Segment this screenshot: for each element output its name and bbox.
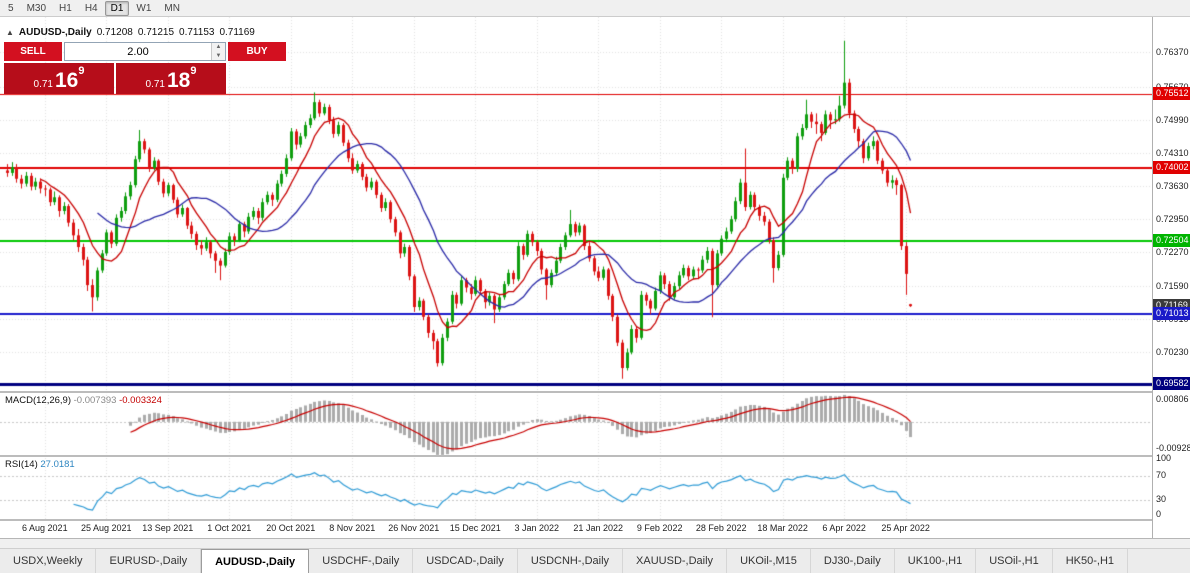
date-tick: 15 Dec 2021	[449, 523, 501, 533]
volume-input[interactable]	[65, 43, 211, 60]
tab-usdchf-daily[interactable]: USDCHF-,Daily	[309, 549, 414, 573]
rsi-name: RSI(14)	[5, 459, 38, 470]
tab-dj30-daily[interactable]: DJ30-,Daily	[810, 549, 895, 573]
date-tick: 28 Feb 2022	[695, 523, 747, 533]
date-tick: 8 Nov 2021	[329, 523, 376, 533]
tab-ukoil-m15[interactable]: UKOil-,M15	[727, 549, 811, 573]
chart-canvas[interactable]	[0, 17, 1152, 538]
volume-box: ▲ ▼	[64, 42, 226, 61]
price-tick: 0.74310	[1156, 147, 1189, 158]
date-tick: 9 Feb 2022	[636, 523, 683, 533]
tab-hk50-h1[interactable]: HK50-,H1	[1052, 549, 1128, 573]
timeframe-button-mn[interactable]: MN	[164, 2, 180, 14]
date-tick: 6 Aug 2021	[22, 523, 68, 533]
date-tick: 1 Oct 2021	[207, 523, 252, 533]
date-tick: 6 Apr 2022	[822, 523, 866, 533]
tab-uk100-h1[interactable]: UK100-,H1	[894, 549, 977, 573]
rsi-axis-30: 30	[1156, 494, 1167, 504]
buy-price-pips: 18	[166, 69, 191, 92]
volume-down-button[interactable]: ▼	[212, 51, 225, 60]
volume-spinner: ▲ ▼	[211, 43, 225, 60]
timeframe-button-w1[interactable]: W1	[136, 2, 152, 14]
date-tick: 26 Nov 2021	[388, 523, 440, 533]
high-value: 0.71215	[137, 27, 175, 38]
buy-price-point: 9	[190, 65, 197, 77]
macd-axis-top: 0.00806	[1156, 394, 1189, 404]
level-badge-support-blue: 0.71013	[1153, 306, 1190, 320]
timeframe-button-d1[interactable]: D1	[104, 0, 130, 16]
rsi-pane-label: RSI(14) 27.0181	[5, 459, 75, 470]
timeframe-button-m5[interactable]: 5	[8, 2, 14, 14]
close-value: 0.71169	[219, 27, 255, 38]
level-badge-support-green: 0.72504	[1153, 234, 1190, 247]
date-tick: 3 Jan 2022	[514, 523, 559, 533]
tab-xauusd-daily[interactable]: XAUUSD-,Daily	[623, 549, 728, 573]
chart-area: ▲ AUDUSD-,Daily 0.71208 0.71215 0.71153 …	[0, 17, 1190, 538]
symbol-period-label: AUDUSD-,Daily	[18, 27, 92, 38]
price-tick: 0.72270	[1156, 247, 1189, 258]
open-value: 0.71208	[96, 27, 133, 38]
macd-value-main: -0.007393	[73, 395, 117, 406]
symbol-info-line: ▲ AUDUSD-,Daily 0.71208 0.71215 0.71153 …	[6, 27, 255, 38]
level-badge-resistance-2: 0.74002	[1153, 160, 1190, 174]
tab-eurusd-daily[interactable]: EURUSD-,Daily	[96, 549, 202, 573]
timeframe-button-h1[interactable]: H1	[59, 2, 72, 14]
price-tick: 0.71590	[1156, 280, 1189, 291]
timeframe-button-m30[interactable]: M30	[26, 2, 47, 14]
sell-price-box[interactable]: 0.71 16 9	[4, 63, 114, 94]
price-tick: 0.75670	[1156, 82, 1189, 92]
volume-up-button[interactable]: ▲	[212, 43, 225, 52]
one-click-trading-panel: SELL ▲ ▼ BUY 0.71 16 9 0.71	[4, 42, 286, 94]
bottom-strip	[0, 538, 1190, 548]
date-tick: 13 Sep 2021	[142, 523, 194, 533]
macd-pane-label: MACD(12,26,9) -0.007393 -0.003324	[5, 395, 162, 406]
buy-price-box[interactable]: 0.71 18 9	[116, 63, 226, 94]
sell-price-figure: 0.71	[33, 79, 53, 90]
rsi-axis-0: 0	[1156, 509, 1162, 519]
date-tick: 20 Oct 2021	[266, 523, 316, 533]
sell-price-pips: 16	[54, 69, 79, 92]
collapse-trade-panel-icon[interactable]: ▲	[6, 28, 14, 37]
tab-audusd-daily[interactable]: AUDUSD-,Daily	[201, 549, 310, 573]
timeframe-toolbar: 5 M30 H1 H4 D1 W1 MN	[0, 0, 1190, 17]
level-badge-support-navy: 0.69582	[1153, 376, 1190, 390]
buy-button[interactable]: BUY	[228, 42, 286, 61]
chart-tabs-bar: USDX,Weekly EURUSD-,Daily AUDUSD-,Daily …	[0, 548, 1190, 573]
pane-splitter-macd[interactable]	[0, 391, 1190, 393]
date-tick: 25 Apr 2022	[881, 523, 930, 533]
price-axis[interactable]: 0.76370 0.75670 0.74990 0.74310 0.73630 …	[1152, 17, 1190, 538]
rsi-value: 27.0181	[40, 459, 75, 470]
pane-splitter-rsi[interactable]	[0, 455, 1190, 457]
rsi-axis-100: 100	[1156, 453, 1172, 463]
buy-price-figure: 0.71	[145, 79, 165, 90]
low-value: 0.71153	[179, 27, 215, 38]
macd-axis-bottom: -0.00928	[1156, 443, 1190, 453]
timeframe-button-h4[interactable]: H4	[84, 2, 98, 14]
date-tick: 18 Mar 2022	[757, 523, 808, 533]
price-tick: 0.76370	[1156, 47, 1189, 58]
date-tick: 25 Aug 2021	[81, 523, 132, 533]
macd-name: MACD(12,26,9)	[5, 395, 71, 406]
macd-value-signal: -0.003324	[119, 395, 162, 406]
sell-button[interactable]: SELL	[4, 42, 62, 61]
level-badge-resistance-1: 0.75512	[1153, 87, 1190, 101]
price-tick: 0.74990	[1156, 114, 1189, 125]
pane-splitter-dates	[0, 519, 1190, 521]
price-tick: 0.73630	[1156, 181, 1189, 192]
price-tick: 0.70230	[1156, 346, 1189, 357]
tab-usoil-h1[interactable]: USOil-,H1	[976, 549, 1053, 573]
sell-price-point: 9	[78, 65, 85, 77]
tab-usdcnh-daily[interactable]: USDCNH-,Daily	[517, 549, 624, 573]
tab-usdx-weekly[interactable]: USDX,Weekly	[0, 549, 97, 573]
tab-usdcad-daily[interactable]: USDCAD-,Daily	[413, 549, 518, 573]
price-tick: 0.72950	[1156, 214, 1189, 225]
date-tick: 21 Jan 2022	[573, 523, 623, 533]
rsi-axis-70: 70	[1156, 470, 1167, 480]
